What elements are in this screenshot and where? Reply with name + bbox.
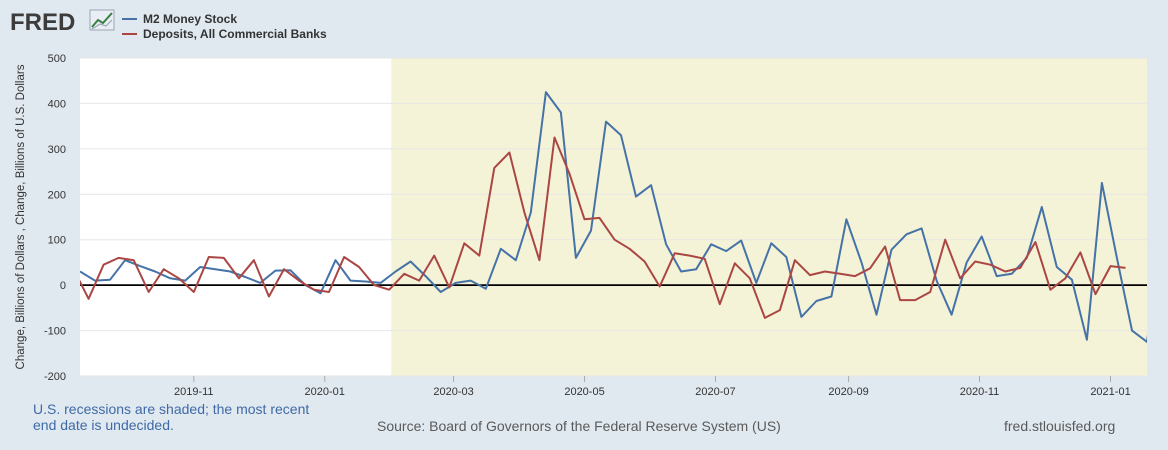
- y-tick-label: 200: [48, 189, 66, 201]
- y-tick-label: 500: [48, 53, 66, 65]
- site-link[interactable]: fred.stlouisfed.org: [1004, 418, 1116, 434]
- legend-item-m2[interactable]: M2 Money Stock: [122, 12, 237, 26]
- y-tick-label: 300: [48, 144, 66, 156]
- y-axis-ticks: -200 -100 0 100 200 300 400 500: [44, 53, 66, 383]
- legend-item-deposits[interactable]: Deposits, All Commercial Banks: [122, 27, 327, 41]
- series-layer: [74, 91, 1147, 343]
- source-text: Source: Board of Governors of the Federa…: [377, 418, 781, 434]
- series-line-deposits[interactable]: [74, 136, 1126, 319]
- x-tick-label: 2020-11: [960, 386, 1000, 398]
- x-tick-label: 2020-01: [305, 386, 345, 398]
- x-tick-label: 2020-09: [828, 386, 868, 398]
- x-tick-label: 2020-03: [433, 386, 473, 398]
- legend-label-deposits: Deposits, All Commercial Banks: [143, 27, 327, 41]
- recession-note-line-2: end date is undecided.: [33, 417, 174, 433]
- legend-label-m2: M2 Money Stock: [143, 12, 237, 26]
- gridlines: [80, 57, 1147, 377]
- y-tick-label: 100: [48, 235, 66, 247]
- fred-chart-icon: [89, 9, 115, 31]
- fred-logo[interactable]: FRED: [10, 9, 115, 36]
- x-tick-label: 2021-01: [1090, 386, 1130, 398]
- y-axis-label: Change, Billions of Dollars , Change, Bi…: [15, 64, 27, 369]
- x-tick-label: 2020-07: [695, 386, 735, 398]
- recession-note-line-1: U.S. recessions are shaded; the most rec…: [33, 401, 310, 417]
- recession-note: U.S. recessions are shaded; the most rec…: [33, 401, 333, 433]
- x-tick-label: 2019-11: [174, 386, 214, 398]
- recession-shading: [391, 58, 1147, 376]
- legend: M2 Money Stock Deposits, All Commercial …: [122, 12, 327, 41]
- y-tick-label: -200: [44, 371, 66, 383]
- x-axis-ticks: 2019-11 2020-01 2020-03 2020-05 2020-07 2020-…: [174, 376, 1131, 398]
- y-tick-label: -100: [44, 326, 66, 338]
- fred-logo-text: FRED: [10, 9, 75, 36]
- x-tick-label: 2020-05: [564, 386, 604, 398]
- y-tick-label: 400: [48, 98, 66, 110]
- y-tick-label: 0: [60, 280, 66, 292]
